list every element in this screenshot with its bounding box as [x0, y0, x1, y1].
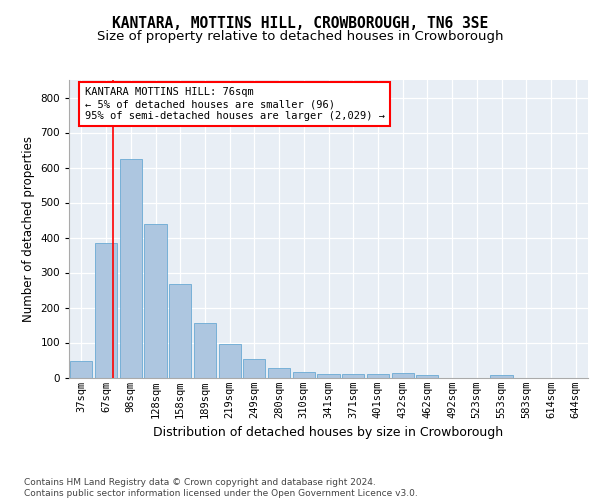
Bar	[145, 224, 167, 378]
Text: KANTARA MOTTINS HILL: 76sqm
← 5% of detached houses are smaller (96)
95% of semi: KANTARA MOTTINS HILL: 76sqm ← 5% of deta…	[85, 88, 385, 120]
Text: Contains HM Land Registry data © Crown copyright and database right 2024.
Contai: Contains HM Land Registry data © Crown c…	[24, 478, 418, 498]
Bar	[342, 374, 364, 378]
Bar	[416, 375, 439, 378]
Bar	[490, 374, 512, 378]
X-axis label: Distribution of detached houses by size in Crowborough: Distribution of detached houses by size …	[154, 426, 503, 439]
Bar	[392, 374, 414, 378]
Text: KANTARA, MOTTINS HILL, CROWBOROUGH, TN6 3SE: KANTARA, MOTTINS HILL, CROWBOROUGH, TN6 …	[112, 16, 488, 31]
Bar	[243, 359, 265, 378]
Y-axis label: Number of detached properties: Number of detached properties	[22, 136, 35, 322]
Bar	[119, 159, 142, 378]
Bar	[268, 368, 290, 378]
Text: Size of property relative to detached houses in Crowborough: Size of property relative to detached ho…	[97, 30, 503, 43]
Bar	[70, 361, 92, 378]
Bar	[169, 284, 191, 378]
Bar	[367, 374, 389, 378]
Bar	[194, 324, 216, 378]
Bar	[317, 374, 340, 378]
Bar	[218, 344, 241, 378]
Bar	[293, 372, 315, 378]
Bar	[95, 243, 117, 378]
